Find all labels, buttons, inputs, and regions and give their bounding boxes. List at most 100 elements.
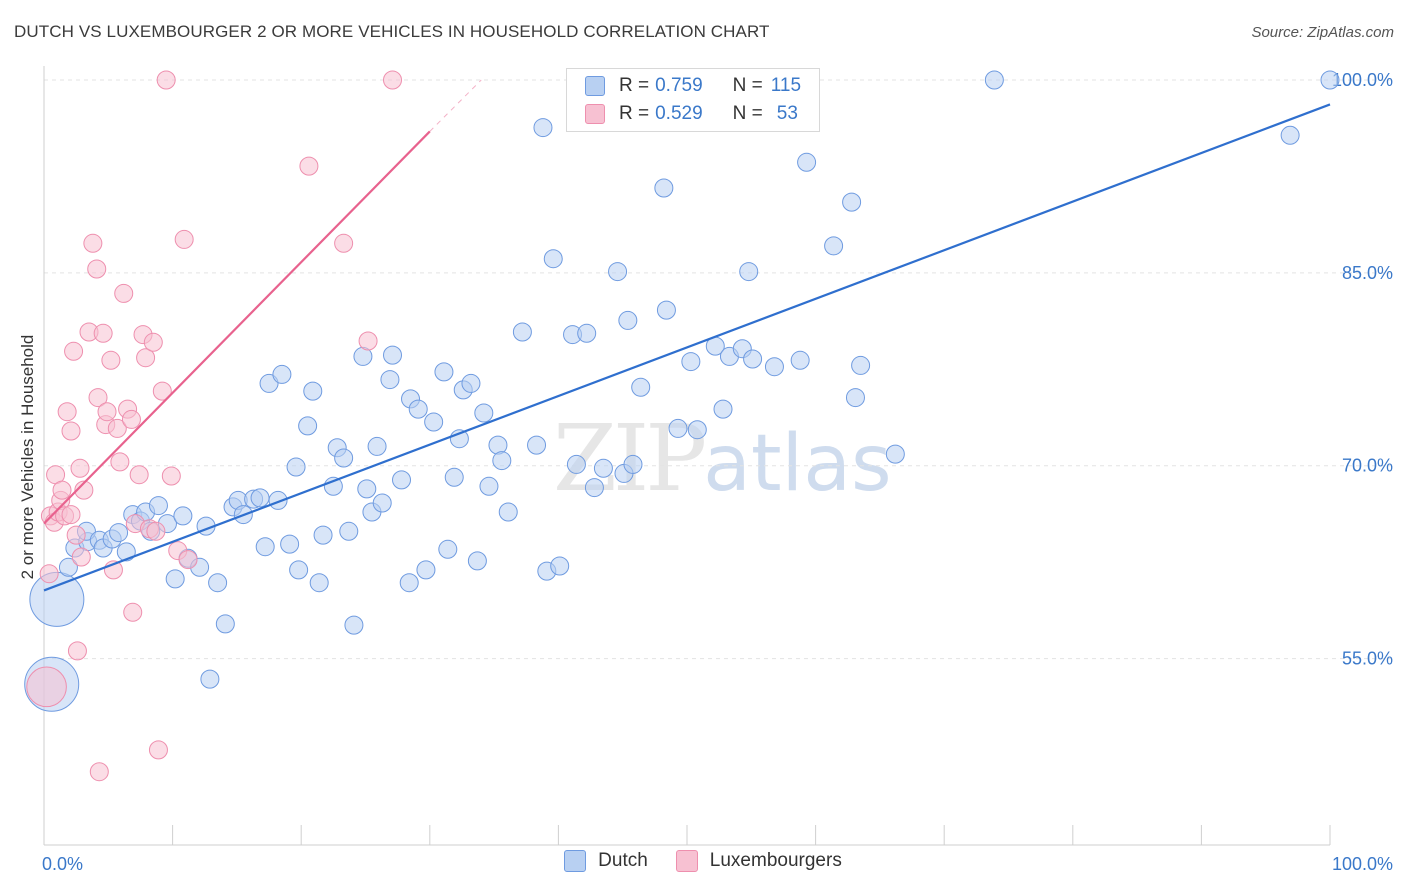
dutch-point (739, 262, 759, 282)
luxembourgers-point (114, 283, 134, 303)
dutch-point (208, 573, 228, 593)
luxembourgers-point (148, 740, 168, 760)
dutch-point (215, 614, 235, 634)
luxembourgers-point (161, 466, 181, 486)
dutch-swatch (585, 76, 605, 96)
luxembourgers-point (89, 762, 109, 782)
dutch-point (116, 542, 136, 562)
dutch-point (313, 525, 333, 545)
dutch-point (764, 357, 784, 377)
luxembourgers-point (88, 388, 108, 408)
dutch-point (461, 373, 481, 393)
dutch-point (743, 349, 763, 369)
luxembourgers-swatch (585, 104, 605, 124)
luxembourgers-point (70, 458, 90, 478)
y-tick-label: 100.0% (1332, 70, 1393, 90)
y-tick-label: 85.0% (1342, 263, 1393, 283)
luxembourgers-point (52, 480, 72, 500)
luxembourgers-point (136, 348, 156, 368)
y-tick-label: 70.0% (1342, 456, 1393, 476)
dutch-n-label: N = (732, 75, 763, 96)
dutch-point (618, 310, 638, 330)
dutch-point (845, 388, 865, 408)
luxembourgers-point (101, 350, 121, 370)
dutch-r-value: 0.759 (655, 75, 703, 96)
x-tick-label: 100.0% (1332, 854, 1393, 874)
dutch-point (399, 573, 419, 593)
luxembourgers-point (107, 418, 127, 438)
source-label: Source: ZipAtlas.com (1251, 24, 1394, 41)
legend-row-luxembourgers: R = 0.529 N = 53 (585, 101, 798, 127)
y-tick-label: 55.0% (1342, 649, 1393, 669)
luxembourgers-point (121, 409, 141, 429)
dutch-point (577, 323, 597, 343)
luxembourgers-point (123, 602, 143, 622)
dutch-point (512, 322, 532, 342)
legend-item-luxembourgers: Luxembourgers (675, 850, 842, 872)
dutch-trend-line (43, 103, 1331, 592)
luxembourgers-point (334, 233, 354, 253)
dutch-point (29, 571, 85, 627)
dutch-point (668, 418, 688, 438)
dutch-point (1320, 70, 1340, 90)
dutch-point (344, 615, 364, 635)
luxembourgers-point (57, 402, 77, 422)
dutch-point (255, 537, 275, 557)
luxembourgers-point (146, 521, 166, 541)
dutch-point (984, 70, 1004, 90)
dutch-point (623, 454, 643, 474)
dutch-point (392, 470, 412, 490)
dutch-point (797, 152, 817, 172)
luxembourgers-n-label: N = (732, 103, 763, 124)
dutch-point (527, 435, 547, 455)
luxembourgers-point (83, 233, 103, 253)
dutch-point (1280, 125, 1300, 145)
luxembourgers-trend-line (43, 130, 431, 525)
y-axis-label: 2 or more Vehicles in Household (18, 334, 37, 580)
dutch-point (790, 350, 810, 370)
luxembourgers-point (156, 70, 176, 90)
dutch-point (268, 490, 288, 510)
dutch-point (608, 262, 628, 282)
dutch-point (631, 377, 651, 397)
dutch-point (566, 454, 586, 474)
dutch-point (334, 448, 354, 468)
stats-legend: R = 0.759 N = 115 R = 0.529 N = 53 (566, 68, 820, 132)
x-tick-label: 0.0% (42, 854, 83, 874)
dutch-point (543, 249, 563, 269)
luxembourgers-point (93, 323, 113, 343)
dutch-point (250, 488, 270, 508)
series-legend: Dutch Luxembourgers (0, 850, 1406, 872)
dutch-point (824, 236, 844, 256)
luxembourgers-r-value: 0.529 (655, 103, 703, 124)
luxembourgers-n-value: 53 (776, 103, 798, 124)
legend-row-dutch: R = 0.759 N = 115 (585, 73, 801, 99)
dutch-point (851, 355, 871, 375)
dutch-point (467, 551, 487, 571)
dutch-point (357, 479, 377, 499)
luxembourgers-point (74, 480, 94, 500)
luxembourgers-point (39, 564, 59, 584)
dutch-point (424, 412, 444, 432)
dutch-point (109, 523, 129, 543)
dutch-point (309, 573, 329, 593)
dutch-point (380, 370, 400, 390)
luxembourgers-point (64, 341, 84, 361)
dutch-r-label: R = (619, 75, 650, 96)
luxembourgers-point (97, 402, 117, 422)
dutch-point (286, 457, 306, 477)
dutch-point (148, 496, 168, 516)
dutch-point (408, 399, 428, 419)
dutch-point (438, 539, 458, 559)
dutch-point (593, 458, 613, 478)
dutch-point (479, 476, 499, 496)
watermark-atlas: atlas (703, 419, 892, 509)
chart-title: DUTCH VS LUXEMBOURGER 2 OR MORE VEHICLES… (14, 22, 770, 41)
luxembourgers-point (71, 547, 91, 567)
legend-item-dutch: Dutch (564, 850, 648, 872)
luxembourgers-point (383, 70, 403, 90)
dutch-point (383, 345, 403, 365)
dutch-point (173, 506, 193, 526)
dutch-point (584, 478, 604, 498)
